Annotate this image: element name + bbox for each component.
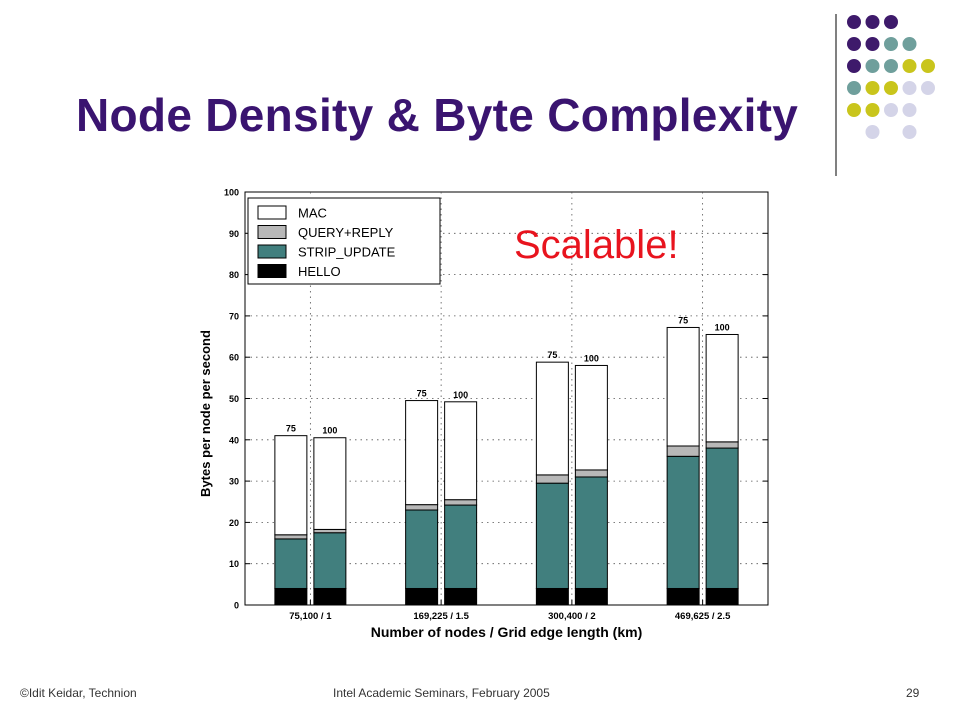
bar-label: 100 [715,322,730,332]
decorative-dot [847,15,861,29]
bar-label: 100 [453,390,468,400]
x-tick-label: 300,400 / 2 [548,611,596,622]
legend-swatch [257,225,287,239]
bar-label: 100 [322,426,337,436]
y-tick-label: 50 [229,394,239,404]
divider-line [835,14,837,176]
bar-segment-mac [666,326,700,447]
bar-label: 75 [417,389,427,399]
slide-title: Node Density & Byte Complexity [76,89,799,141]
y-tick-label: 20 [229,518,239,528]
decorative-dot [884,37,898,51]
bar-segment-strip-update [444,504,478,589]
decorative-dot [921,59,935,73]
legend-swatch [257,205,287,220]
decorative-dot [884,15,898,29]
bar-segment-hello [535,587,569,606]
x-tick-label: 469,625 / 2.5 [675,611,731,622]
footer-author: ©Idit Keidar, Technion [20,686,137,700]
decorative-dot [884,103,898,117]
bar-segment-strip-update [313,532,347,589]
y-tick-label: 90 [229,229,239,239]
decorative-dot [921,81,935,95]
decorative-dot [884,59,898,73]
decorative-dot [865,125,880,139]
decorative-dot [902,59,917,73]
bar-segment-query-reply [405,504,439,511]
decorative-dot [865,59,880,73]
decorative-dot [865,103,880,117]
bar-segment-mac [535,361,569,476]
bar-segment-mac [574,364,608,471]
decorative-dot [902,125,917,139]
y-tick-label: 30 [229,477,239,487]
legend-entry: HELLO [298,264,341,279]
x-tick-label: 75,100 / 1 [289,611,332,622]
bar-label: 75 [286,424,296,434]
legend-entry: STRIP_UPDATE [298,245,396,260]
legend-entry: MAC [298,206,327,221]
y-tick-label: 10 [229,559,239,569]
decorative-dot [902,103,917,117]
decorative-dot [884,81,898,95]
bar-segment-query-reply [666,445,700,457]
bar-segment-mac [444,401,478,501]
bar-segment-query-reply [274,534,308,540]
decorative-dot [902,37,917,51]
bar-segment-strip-update [274,538,308,589]
decorative-dot [847,37,861,51]
legend-swatch [257,264,287,278]
decorative-dot [865,37,880,51]
bar-segment-mac [405,400,439,506]
legend-swatch [257,244,287,259]
legend-entry: QUERY+REPLY [298,225,394,240]
bar-segment-hello [574,587,608,606]
y-tick-label: 100 [224,188,239,198]
y-tick-label: 0 [234,601,239,611]
bar-segment-strip-update [574,476,608,589]
decorative-dot [865,15,880,29]
bar-segment-hello [274,587,308,606]
bar-segment-query-reply [705,441,739,449]
bar-segment-query-reply [444,499,478,506]
bar-segment-mac [274,435,308,536]
decorative-dot [902,81,917,95]
y-axis-label: Bytes per node per second [198,330,213,497]
page-number: 29 [906,686,920,700]
bar-segment-hello [666,587,700,606]
bar-segment-hello [444,587,478,606]
bar-segment-hello [313,587,347,606]
bar-label: 100 [584,353,599,363]
bar-segment-query-reply [574,469,608,478]
scalable-annotation: Scalable! [514,223,679,267]
y-tick-label: 40 [229,435,239,445]
x-axis-label: Number of nodes / Grid edge length (km) [371,624,642,640]
bar-segment-hello [705,587,739,606]
decorative-dot [847,59,861,73]
decorative-dot [847,103,861,117]
bar-label: 75 [678,315,688,325]
stacked-bar-chart: 0 10 20 30 40 50 60 70 80 90 100 75 100 75 100 75 100 75 1… [198,188,769,640]
x-tick-label: 169,225 / 1.5 [413,611,469,622]
y-tick-label: 60 [229,353,239,363]
y-tick-label: 80 [229,270,239,280]
bar-label: 75 [547,350,557,360]
bar-segment-strip-update [666,455,700,589]
bar-segment-strip-update [705,447,739,589]
bar-segment-query-reply [535,474,569,484]
decorative-dot-grid [847,15,935,139]
bar-segment-mac [313,437,347,530]
decorative-dot [865,81,880,95]
bar-segment-strip-update [535,482,569,589]
decorative-dot [847,81,861,95]
bar-segment-strip-update [405,509,439,589]
footer-event: Intel Academic Seminars, February 2005 [333,686,550,700]
y-tick-label: 70 [229,311,239,321]
bar-segment-hello [405,587,439,606]
bar-segment-mac [705,333,739,443]
